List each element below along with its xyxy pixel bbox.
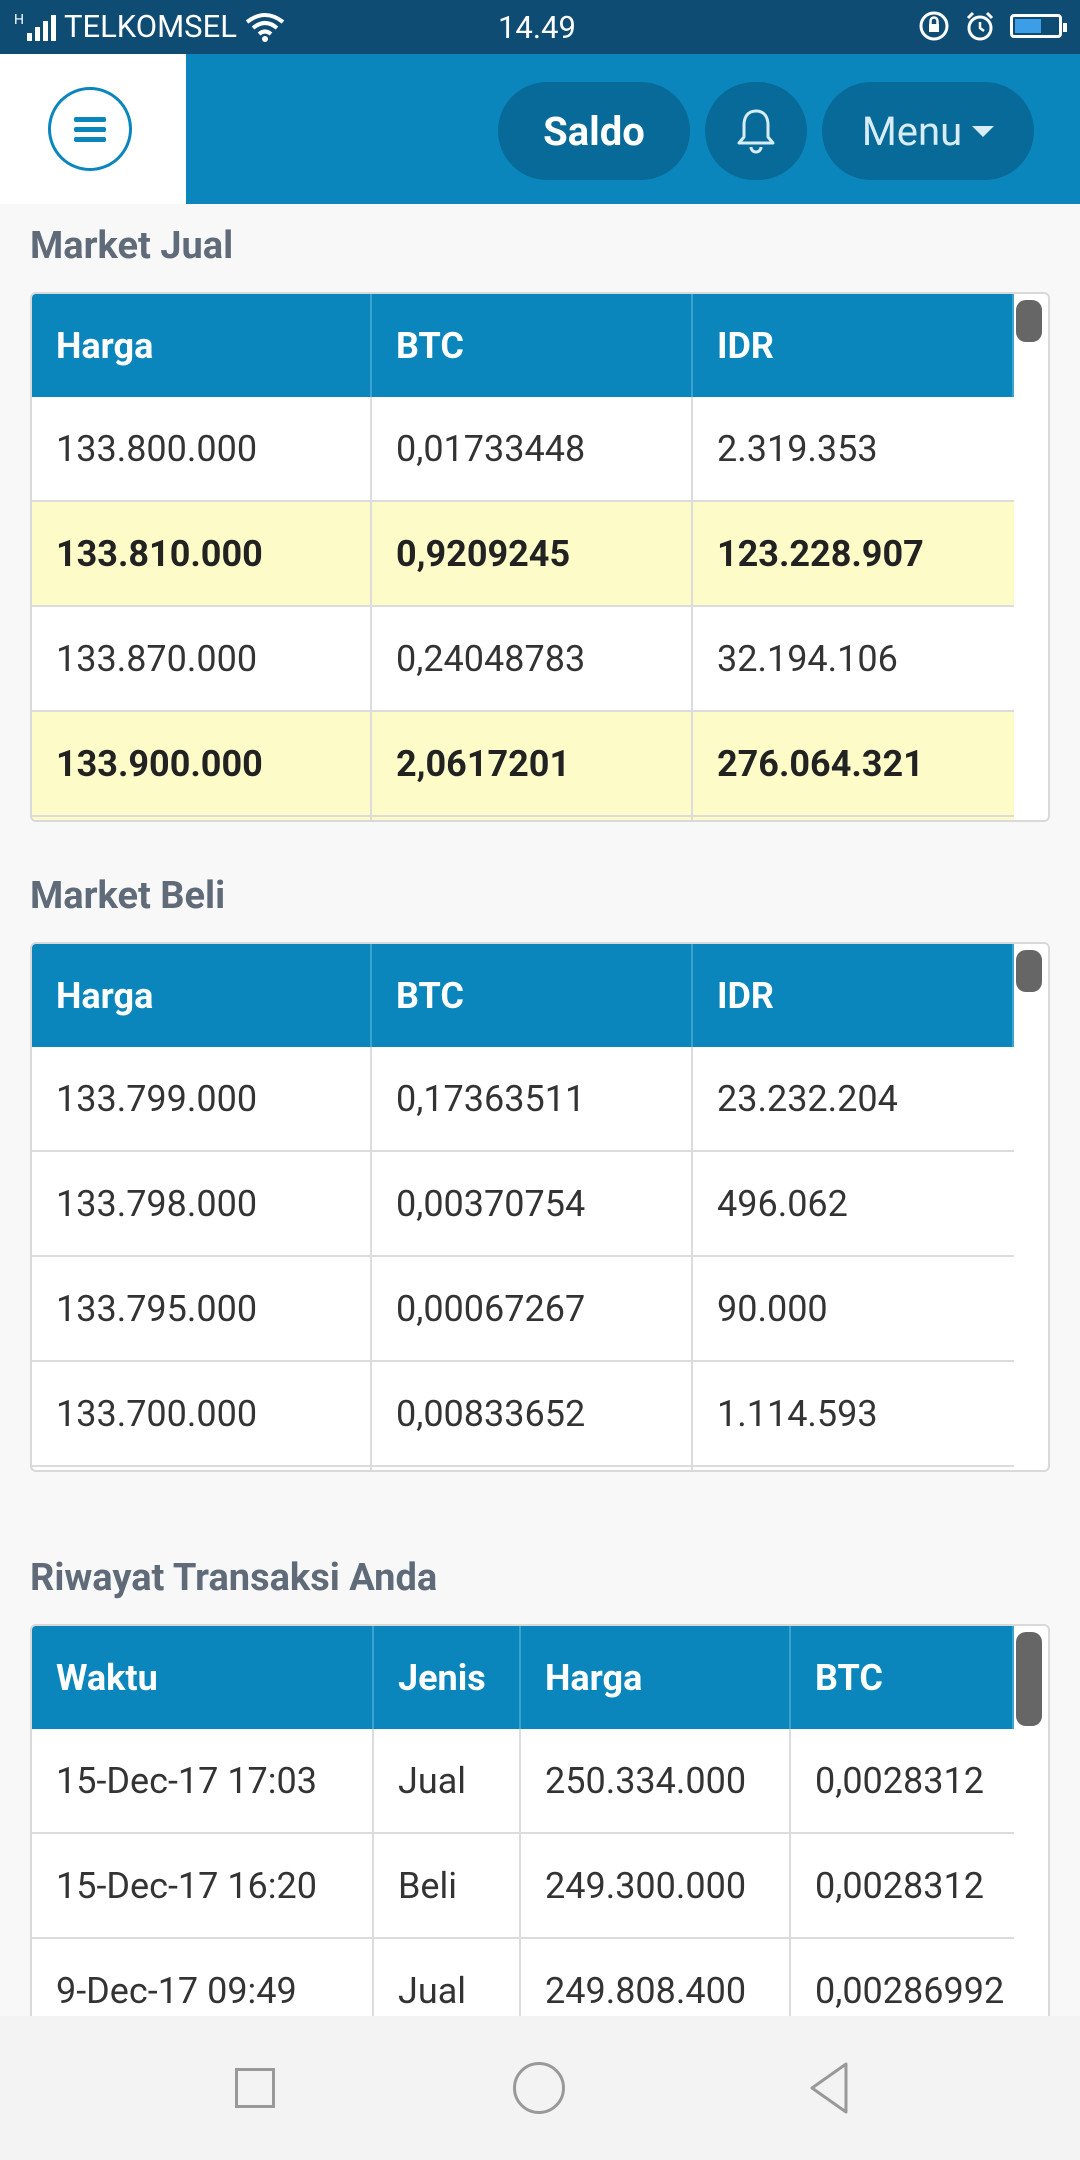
table-row[interactable]: 133.799.000 0,17363511 23.232.204	[32, 1047, 1014, 1152]
network-type: H	[14, 11, 24, 28]
column-header: IDR	[693, 294, 1014, 397]
column-header: Harga	[32, 294, 372, 397]
scrollbar-thumb[interactable]	[1016, 300, 1042, 342]
harga-cell: 133.810.000	[32, 502, 372, 605]
btc-cell: 0,00370754	[372, 1152, 693, 1255]
harga-cell: 133.795.000	[32, 1257, 372, 1360]
harga-cell: 133.799.000	[32, 1047, 372, 1150]
table-row[interactable]: 133.700.000 0,00833652 1.114.593	[32, 1362, 1014, 1467]
idr-cell: 32.194.106	[717, 637, 898, 680]
table-row[interactable]: 15-Dec-17 17:03 Jual 250.334.000 0,00283…	[32, 1729, 1014, 1834]
harga-cell: 133.870.000	[32, 607, 372, 710]
signal-icon: H	[14, 13, 56, 41]
idr-cell: 23.232.204	[717, 1077, 898, 1120]
idr-cell: 276.064.321	[717, 742, 924, 785]
alarm-icon	[966, 11, 994, 41]
riwayat-grid: Waktu Jenis Harga BTC 15-Dec-17 17:03 Ju…	[32, 1626, 1014, 2044]
back-button[interactable]	[806, 2060, 852, 2116]
table-header-row: Harga BTC IDR	[32, 944, 1014, 1047]
table-header-row: Waktu Jenis Harga BTC	[32, 1626, 1014, 1729]
clock: 14.49	[498, 9, 576, 46]
table-row-partial	[32, 817, 1014, 820]
hamburger-menu-button[interactable]	[48, 87, 132, 171]
market-beli-table[interactable]: Harga BTC IDR 133.799.000 0,17363511 23.…	[30, 942, 1050, 1472]
btc-cell: 0,00833652	[372, 1362, 693, 1465]
harga-cell: 249.808.400	[521, 1939, 791, 2042]
idr-cell: 2.319.353	[717, 427, 878, 470]
column-header: Harga	[521, 1626, 791, 1729]
home-button[interactable]	[513, 2062, 565, 2114]
btc-cell: 0,0028312	[815, 1759, 984, 1802]
menu-dropdown-button[interactable]: Menu	[822, 82, 1034, 180]
market-beli-title: Market Beli	[30, 874, 226, 918]
column-header: BTC	[791, 1626, 1014, 1729]
idr-cell: 496.062	[717, 1182, 848, 1225]
harga-cell: 250.334.000	[521, 1729, 791, 1832]
column-header: BTC	[372, 294, 693, 397]
table-row-partial	[32, 1467, 1014, 1470]
btc-cell: 0,00067267	[372, 1257, 693, 1360]
table-row[interactable]: 15-Dec-17 16:20 Beli 249.300.000 0,00283…	[32, 1834, 1014, 1939]
battery-icon	[1010, 14, 1067, 38]
saldo-button[interactable]: Saldo	[498, 82, 690, 180]
system-nav-bar	[0, 2016, 1080, 2160]
table-row-highlighted[interactable]: 133.810.000 0,9209245 123.228.907	[32, 502, 1014, 607]
bell-icon	[737, 109, 775, 154]
carrier-name: TELKOMSEL	[64, 8, 237, 45]
column-header: Waktu	[32, 1626, 374, 1729]
harga-cell: 249.300.000	[521, 1834, 791, 1937]
btc-cell: 0,01733448	[372, 397, 693, 500]
column-header: IDR	[693, 944, 1014, 1047]
table-row[interactable]: 133.798.000 0,00370754 496.062	[32, 1152, 1014, 1257]
riwayat-title: Riwayat Transaksi Anda	[30, 1556, 438, 1600]
table-header-row: Harga BTC IDR	[32, 294, 1014, 397]
waktu-cell: 15-Dec-17 16:20	[32, 1834, 374, 1937]
market-jual-grid: Harga BTC IDR 133.800.000 0,01733448 2.3…	[32, 294, 1014, 820]
status-bar: H TELKOMSEL 14.49	[0, 0, 1080, 54]
market-jual-table[interactable]: Harga BTC IDR 133.800.000 0,01733448 2.3…	[30, 292, 1050, 822]
rotation-lock-icon	[919, 11, 949, 41]
btc-cell: 0,9209245	[372, 502, 693, 605]
market-beli-grid: Harga BTC IDR 133.799.000 0,17363511 23.…	[32, 944, 1014, 1470]
column-header: BTC	[372, 944, 693, 1047]
scrollbar-thumb[interactable]	[1016, 950, 1042, 992]
wifi-icon	[245, 12, 285, 42]
notifications-button[interactable]	[705, 82, 807, 180]
btc-cell: 2,0617201	[372, 712, 693, 815]
jenis-cell: Jual	[374, 1729, 521, 1832]
idr-cell: 123.228.907	[717, 532, 924, 575]
idr-cell: 1.114.593	[717, 1392, 878, 1435]
status-right	[918, 10, 1067, 42]
status-left: H TELKOMSEL	[14, 8, 285, 45]
column-header: Jenis	[374, 1626, 521, 1729]
table-row[interactable]: 9-Dec-17 09:49 Jual 249.808.400 0,002869…	[32, 1939, 1014, 2044]
table-row-highlighted[interactable]: 133.900.000 2,0617201 276.064.321	[32, 712, 1014, 817]
recent-apps-button[interactable]	[235, 2068, 275, 2108]
harga-cell: 133.798.000	[32, 1152, 372, 1255]
btc-cell: 0,00286992	[815, 1969, 1005, 2012]
caret-down-icon	[972, 125, 995, 137]
harga-cell: 133.800.000	[32, 397, 372, 500]
table-row[interactable]: 133.870.000 0,24048783 32.194.106	[32, 607, 1014, 712]
harga-cell: 133.900.000	[32, 712, 372, 815]
menu-label: Menu	[861, 107, 963, 155]
btc-cell: 0,17363511	[372, 1047, 693, 1150]
jenis-cell: Beli	[374, 1834, 521, 1937]
harga-cell: 133.700.000	[32, 1362, 372, 1465]
header-logo-area	[0, 54, 186, 204]
scrollbar-thumb[interactable]	[1016, 1632, 1042, 1726]
app-header: Saldo Menu	[0, 54, 1080, 204]
table-row[interactable]: 133.795.000 0,00067267 90.000	[32, 1257, 1014, 1362]
btc-cell: 0,0028312	[815, 1864, 984, 1907]
idr-cell: 90.000	[717, 1287, 828, 1330]
table-row[interactable]: 133.800.000 0,01733448 2.319.353	[32, 397, 1014, 502]
waktu-cell: 15-Dec-17 17:03	[32, 1729, 374, 1832]
market-jual-title: Market Jual	[30, 224, 234, 268]
jenis-cell: Jual	[374, 1939, 521, 2042]
waktu-cell: 9-Dec-17 09:49	[32, 1939, 374, 2042]
btc-cell: 0,24048783	[372, 607, 693, 710]
column-header: Harga	[32, 944, 372, 1047]
